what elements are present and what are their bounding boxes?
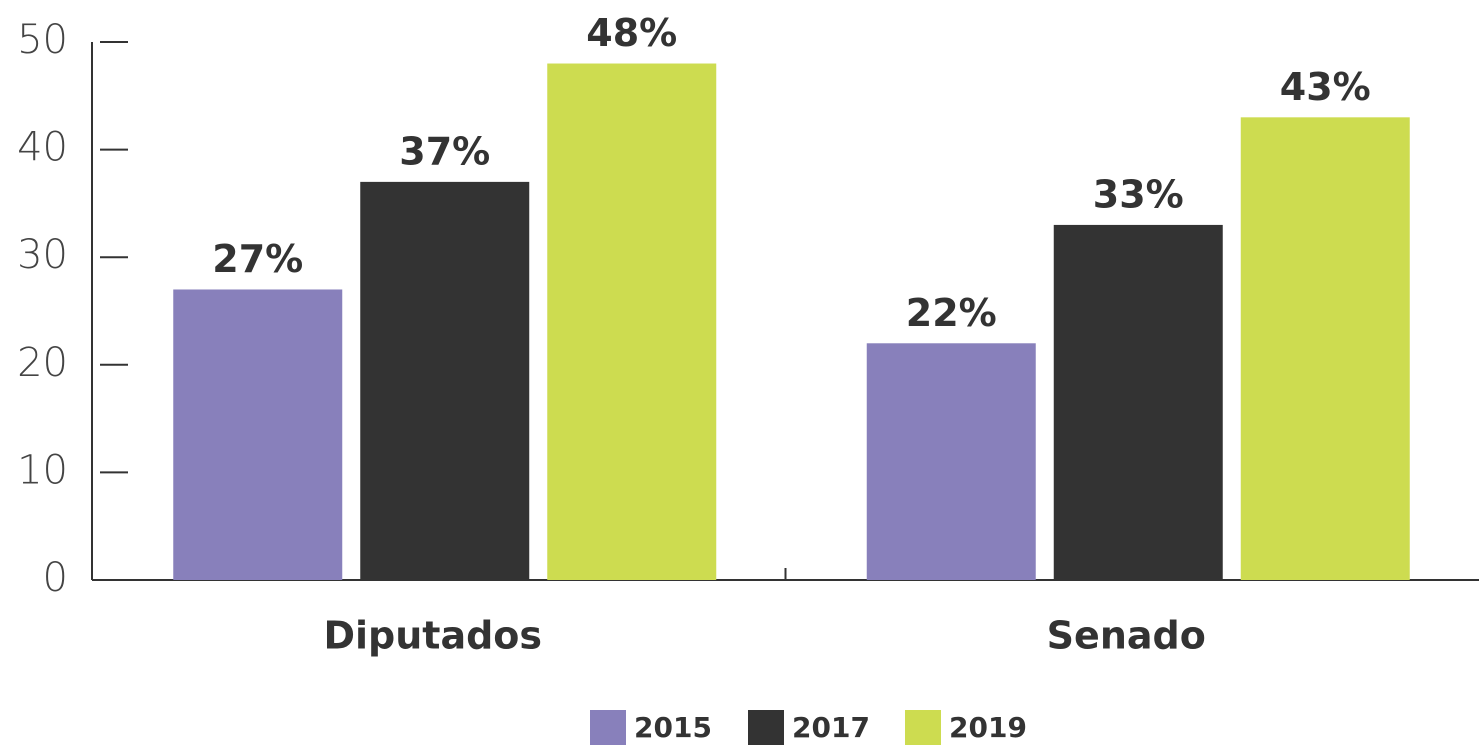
legend-swatch [590, 710, 626, 745]
legend-label: 2015 [634, 711, 712, 744]
value-label: 43% [1280, 65, 1371, 109]
bar [866, 343, 1036, 580]
y-tick-label: 10 [17, 447, 68, 493]
legend-label: 2017 [792, 711, 870, 744]
bar [360, 181, 530, 580]
value-label: 33% [1093, 172, 1184, 216]
y-tick-label: 50 [17, 17, 68, 63]
value-label: 22% [906, 291, 997, 335]
legend-swatch [748, 710, 784, 745]
value-label: 27% [212, 237, 303, 281]
legend-label: 2019 [949, 711, 1027, 744]
bar [547, 63, 717, 580]
legend-swatch [905, 710, 941, 745]
y-tick-label: 20 [17, 340, 68, 386]
bar [173, 289, 343, 580]
y-tick-label: 40 [17, 125, 68, 171]
bar [1240, 117, 1410, 580]
y-tick-label: 0 [43, 555, 68, 601]
y-tick-label: 30 [17, 232, 68, 278]
x-tick-label: Senado [1047, 614, 1206, 658]
x-tick-label: Diputados [323, 614, 542, 658]
bar [1053, 224, 1223, 581]
value-label: 37% [399, 129, 490, 173]
value-label: 48% [586, 11, 677, 55]
